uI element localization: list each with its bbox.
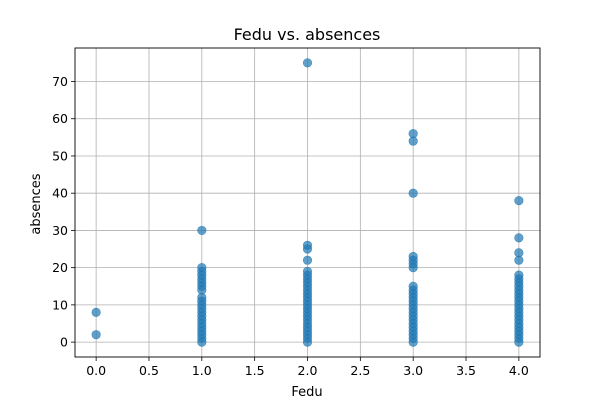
data-points — [91, 58, 524, 347]
scatter-point — [302, 266, 313, 276]
y-tick-label: 10 — [52, 297, 68, 312]
scatter-point — [408, 281, 418, 291]
grid-lines — [75, 48, 540, 357]
scatter-point — [197, 225, 207, 236]
scatter-point — [91, 307, 101, 317]
y-tick-label: 50 — [52, 148, 68, 163]
x-tick-label: 0.0 — [86, 363, 106, 378]
scatter-point — [91, 330, 101, 340]
scatter-point — [408, 188, 418, 198]
scatter-point — [408, 129, 418, 139]
scatter-point — [408, 251, 418, 262]
x-tick-label: 2.0 — [298, 363, 318, 378]
axis-ticks: 0.0 0.5 1.0 1.5 2.0 2.5 3.0 3.5 4.0 0 10 20 30 40 50 60… — [52, 74, 529, 378]
x-tick-label: 1.0 — [192, 363, 212, 378]
y-tick-label: 20 — [52, 260, 68, 275]
x-tick-label: 1.5 — [245, 363, 265, 378]
scatter-point — [197, 263, 207, 273]
scatter-point — [514, 196, 524, 206]
x-tick-label: 4.0 — [509, 363, 529, 378]
scatter-point — [514, 248, 524, 258]
chart-title: Fedu vs. absences — [234, 25, 381, 44]
x-tick-label: 2.5 — [350, 363, 370, 378]
x-tick-label: 3.5 — [456, 363, 476, 378]
y-tick-label: 40 — [52, 186, 68, 201]
scatter-point — [514, 233, 524, 243]
scatter-point — [302, 240, 313, 250]
scatter-point — [302, 255, 313, 265]
y-tick-label: 0 — [60, 335, 68, 350]
x-axis-label: Fedu — [291, 385, 322, 400]
y-axis-label: absences — [29, 173, 44, 234]
scatter-point — [514, 270, 524, 280]
x-tick-label: 0.5 — [139, 363, 159, 378]
scatter-point — [302, 58, 313, 68]
y-tick-label: 70 — [52, 74, 68, 89]
y-tick-label: 60 — [52, 111, 68, 126]
x-tick-label: 3.0 — [403, 363, 423, 378]
y-tick-label: 30 — [52, 223, 68, 238]
